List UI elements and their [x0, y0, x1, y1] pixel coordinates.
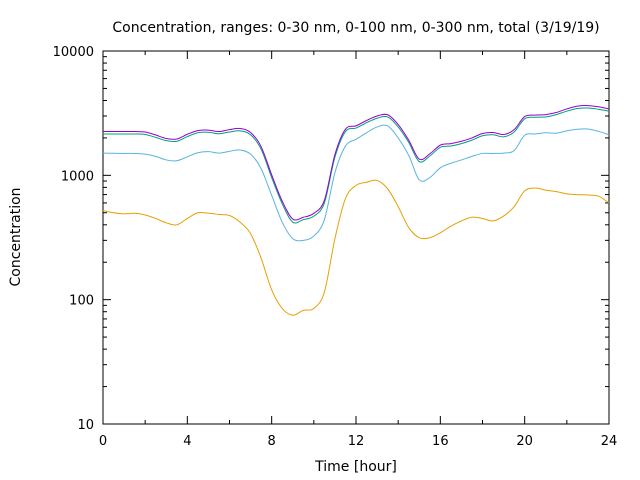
plot-frame	[102, 50, 610, 425]
y-tick-label: 100	[69, 294, 94, 309]
x-tick-label: 24	[601, 434, 618, 449]
x-tick-label: 4	[183, 434, 191, 449]
series-line-2	[103, 107, 610, 224]
x-axis-label: Time [hour]	[314, 459, 397, 475]
x-tick-label: 0	[99, 434, 107, 449]
y-tick-label: 10	[77, 418, 94, 433]
y-axis-label: Concentration	[8, 187, 24, 286]
y-tick-label: 10000	[53, 45, 94, 60]
x-tick-label: 16	[432, 434, 449, 449]
series-layer	[102, 105, 610, 316]
series-line-0	[102, 179, 610, 316]
x-tick-label: 8	[268, 434, 276, 449]
x-tick-label: 20	[516, 434, 533, 449]
series-line-3	[102, 105, 610, 221]
y-tick-label: 1000	[61, 169, 94, 184]
x-axis: 0 4 8 12 16 20 24	[99, 51, 617, 449]
x-tick-label: 12	[348, 434, 365, 449]
series-line-1	[102, 124, 610, 242]
y-axis: 10 100 1000 10000	[53, 45, 609, 433]
chart-title: Concentration, ranges: 0-30 nm, 0-100 nm…	[112, 20, 599, 36]
